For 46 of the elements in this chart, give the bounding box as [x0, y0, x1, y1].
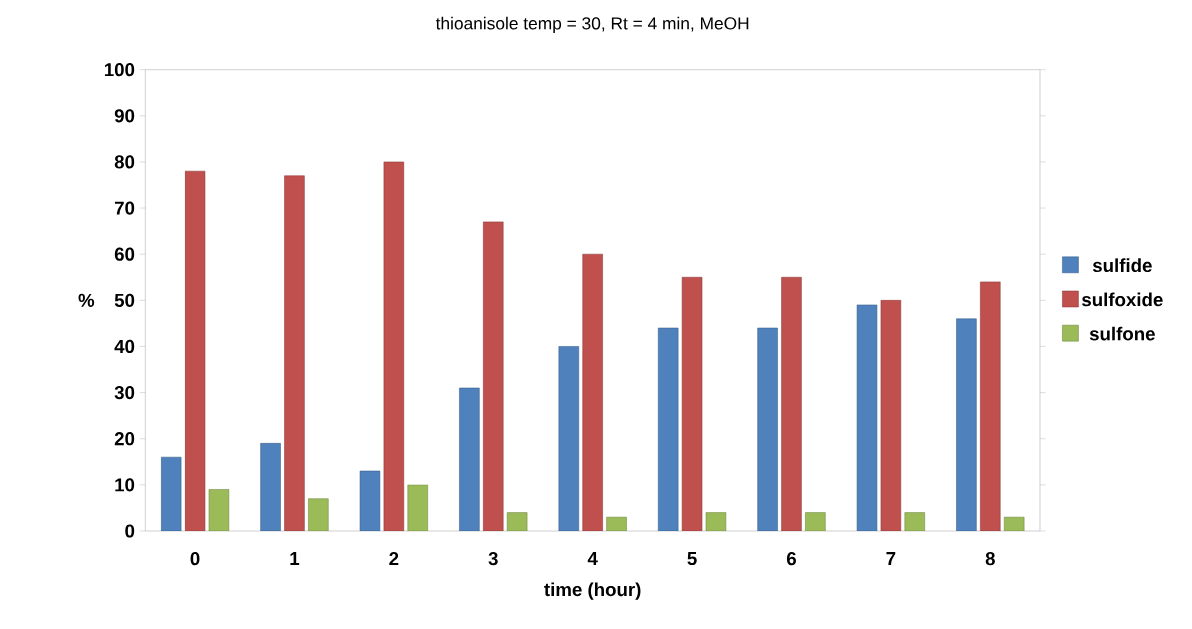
y-tick-label: 40: [114, 339, 135, 354]
x-tick-label: 4: [587, 552, 598, 565]
bar: [184, 170, 206, 531]
x-tick-label: 5: [687, 552, 697, 566]
bar: [407, 484, 428, 531]
bar: [383, 161, 405, 531]
bar: [359, 470, 381, 531]
bar: [558, 346, 579, 531]
x-tick-label: 0: [190, 552, 200, 566]
bar: [284, 175, 305, 531]
y-axis-title: %: [78, 293, 95, 307]
y-tick-label: 20: [114, 432, 135, 446]
x-tick-label: 1: [290, 552, 300, 565]
y-tick-label: 0: [125, 524, 135, 538]
bar: [757, 327, 778, 531]
x-tick-label: 2: [389, 552, 399, 566]
bar: [781, 276, 802, 531]
y-tick-label: 30: [114, 385, 135, 400]
y-tick-label: 100: [104, 63, 135, 77]
bar: [980, 281, 1001, 531]
bar: [582, 253, 603, 531]
y-tick-label: 70: [114, 201, 135, 215]
bar: [856, 304, 878, 531]
x-tick-label: 8: [985, 552, 995, 566]
y-tick-label: 90: [114, 109, 135, 123]
bar: [880, 300, 902, 531]
bar: [483, 221, 504, 531]
x-axis-title: time (hour): [544, 582, 641, 600]
bar: [308, 498, 329, 531]
chart-title: thioanisole temp = 30, Rt = 4 min, MeOH: [435, 16, 749, 33]
y-tick-label: 10: [115, 478, 135, 492]
bar: [956, 318, 977, 531]
x-tick-label: 3: [488, 552, 498, 566]
legend-label: sulfoxide: [1082, 292, 1163, 307]
bar: [160, 456, 182, 531]
y-tick-label: 60: [114, 247, 135, 261]
bar: [681, 276, 703, 531]
x-tick-label: 6: [786, 552, 796, 566]
bar: [657, 327, 679, 531]
x-tick-label: 7: [886, 552, 896, 565]
bar: [459, 387, 480, 531]
y-tick-label: 50: [114, 293, 135, 307]
legend-label: sulfone: [1089, 326, 1155, 341]
legend-label: sulfide: [1092, 258, 1152, 273]
y-tick-label: 80: [114, 155, 135, 169]
bar: [260, 443, 281, 531]
